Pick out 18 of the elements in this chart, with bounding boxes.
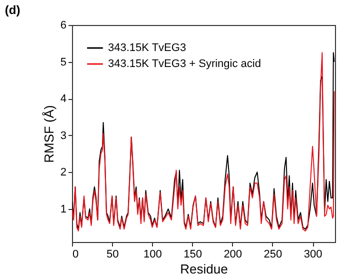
x-tick-label: 50	[106, 248, 119, 260]
chart-title: (d)	[4, 3, 20, 17]
x-tick-label: 0	[72, 248, 79, 260]
x-tick-label: 250	[264, 248, 282, 260]
legend-label: 343.15K TvEG3 + Syringic acid	[108, 58, 261, 70]
y-tick-label: 5	[60, 56, 66, 68]
y-axis-title: RMSF (Å)	[41, 105, 56, 163]
x-tick-label: 150	[184, 248, 202, 260]
y-tick-label: 3	[60, 130, 66, 142]
x-tick-label: 300	[304, 248, 322, 260]
y-tick-label: 1	[60, 203, 66, 216]
x-axis-title: Residue	[180, 262, 228, 276]
y-tick-label: 2	[60, 166, 66, 179]
x-tick-label: 200	[224, 248, 242, 260]
y-tick-label: 4	[60, 93, 66, 106]
y-tick-label: 6	[60, 20, 66, 32]
legend-label: 343.15K TvEG3	[108, 42, 186, 54]
x-tick-label: 100	[144, 248, 162, 260]
